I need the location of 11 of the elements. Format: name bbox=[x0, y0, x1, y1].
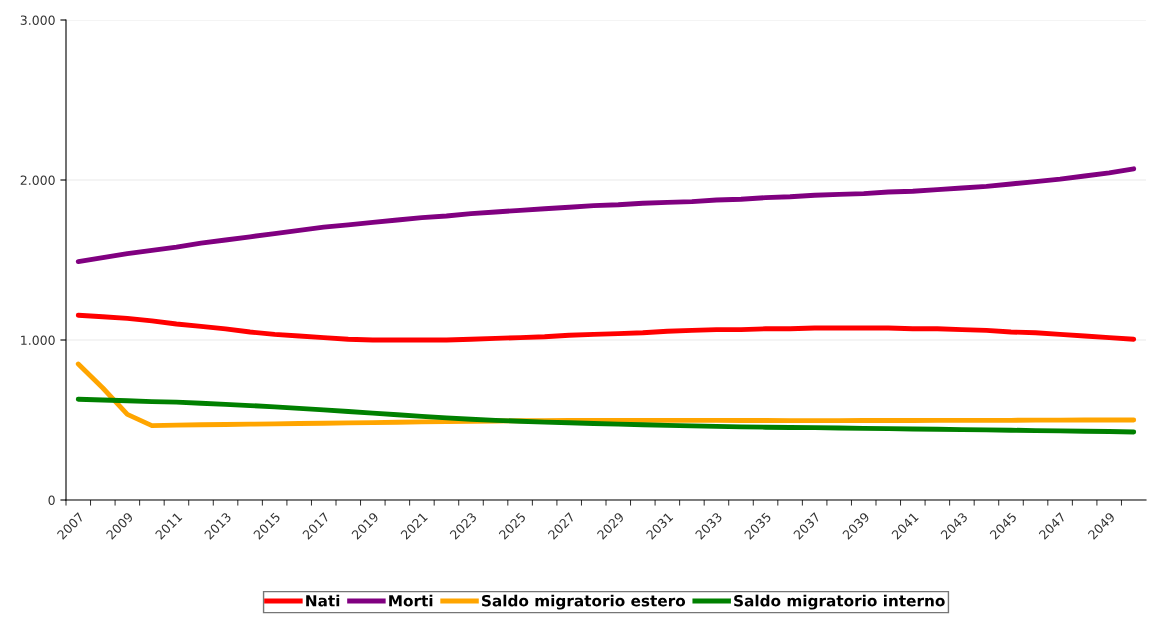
y-tick-label: 1.000 bbox=[21, 335, 55, 345]
y-tick-label: 2.000 bbox=[20, 175, 55, 185]
y-tick-label: 3.000 bbox=[20, 15, 55, 25]
legend-label: Saldo migratorio interno bbox=[734, 594, 945, 610]
legend-label: Nati bbox=[306, 594, 340, 607]
line-series bbox=[75, 312, 1137, 343]
line-series bbox=[75, 166, 1137, 265]
y-tick-label: 0 bbox=[48, 495, 55, 505]
legend-label: Morti bbox=[389, 594, 433, 607]
line-series bbox=[75, 396, 1137, 435]
legend-label: Saldo migratorio estero bbox=[482, 594, 686, 610]
